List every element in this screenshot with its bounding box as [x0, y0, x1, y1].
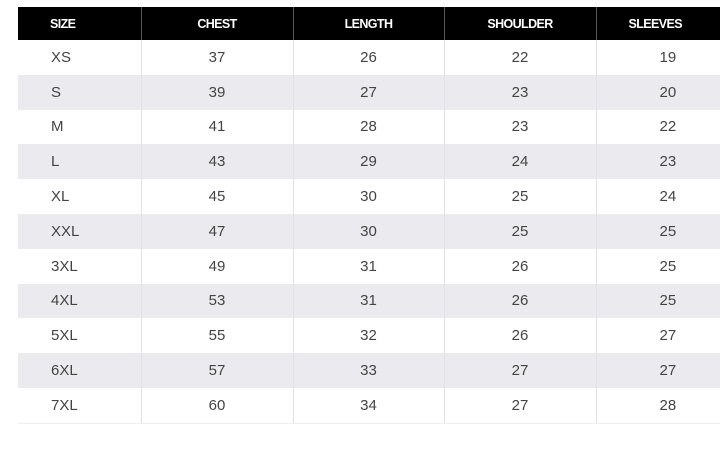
cell-sleeves: 19 [596, 40, 720, 75]
cell-length: 26 [293, 40, 445, 75]
header-row: SIZE CHEST LENGTH SHOULDER SLEEVES [18, 7, 720, 40]
cell-size: M [18, 109, 142, 145]
cell-sleeves: 25 [596, 283, 720, 319]
cell-length: 34 [293, 387, 445, 424]
cell-size: 3XL [18, 248, 142, 284]
cell-sleeves: 27 [596, 318, 720, 354]
cell-chest: 47 [141, 213, 294, 249]
cell-length: 31 [293, 283, 445, 319]
cell-shoulder: 23 [444, 74, 597, 110]
cell-shoulder: 26 [444, 283, 597, 319]
table-row: M 41 28 23 22 [18, 109, 720, 145]
cell-length: 30 [293, 213, 445, 249]
cell-chest: 49 [141, 248, 294, 284]
cell-sleeves: 23 [596, 144, 720, 180]
table-row: S 39 27 23 20 [18, 74, 720, 110]
cell-length: 29 [293, 144, 445, 180]
cell-chest: 53 [141, 283, 294, 319]
cell-shoulder: 25 [444, 213, 597, 249]
table-row: 6XL 57 33 27 27 [18, 353, 720, 388]
cell-size: 7XL [18, 387, 142, 424]
cell-shoulder: 23 [444, 109, 597, 145]
cell-chest: 55 [141, 318, 294, 354]
cell-sleeves: 25 [596, 248, 720, 284]
cell-size: 6XL [18, 353, 142, 388]
cell-size: XXL [18, 213, 142, 249]
cell-shoulder: 24 [444, 144, 597, 180]
table-row: 5XL 55 32 26 27 [18, 318, 720, 354]
cell-shoulder: 22 [444, 40, 597, 75]
header-length: LENGTH [293, 7, 445, 40]
cell-shoulder: 27 [444, 387, 597, 424]
cell-chest: 37 [141, 40, 294, 75]
table-row: XL 45 30 25 24 [18, 179, 720, 214]
cell-chest: 41 [141, 109, 294, 145]
table-row: 3XL 49 31 26 25 [18, 248, 720, 284]
header-size: SIZE [18, 7, 142, 40]
header-chest: CHEST [141, 7, 294, 40]
cell-chest: 43 [141, 144, 294, 180]
cell-size: L [18, 144, 142, 180]
cell-size: S [18, 74, 142, 110]
table-row: XXL 47 30 25 25 [18, 213, 720, 249]
table-row: XS 37 26 22 19 [18, 40, 720, 75]
cell-sleeves: 24 [596, 179, 720, 214]
size-chart-table: SIZE CHEST LENGTH SHOULDER SLEEVES XS 37 2… [18, 7, 720, 424]
cell-sleeves: 25 [596, 213, 720, 249]
cell-chest: 39 [141, 74, 294, 110]
cell-length: 28 [293, 109, 445, 145]
cell-shoulder: 25 [444, 179, 597, 214]
table-row: 7XL 60 34 27 28 [18, 387, 720, 424]
header-shoulder: SHOULDER [444, 7, 597, 40]
cell-length: 33 [293, 353, 445, 388]
cell-size: 5XL [18, 318, 142, 354]
cell-length: 27 [293, 74, 445, 110]
cell-shoulder: 26 [444, 248, 597, 284]
cell-length: 31 [293, 248, 445, 284]
cell-size: 4XL [18, 283, 142, 319]
cell-chest: 45 [141, 179, 294, 214]
cell-shoulder: 26 [444, 318, 597, 354]
cell-size: XS [18, 40, 142, 75]
cell-chest: 57 [141, 353, 294, 388]
cell-sleeves: 28 [596, 387, 720, 424]
cell-shoulder: 27 [444, 353, 597, 388]
header-sleeves: SLEEVES [596, 7, 720, 40]
cell-sleeves: 20 [596, 74, 720, 110]
cell-sleeves: 27 [596, 353, 720, 388]
table-row: 4XL 53 31 26 25 [18, 283, 720, 319]
cell-sleeves: 22 [596, 109, 720, 145]
cell-size: XL [18, 179, 142, 214]
cell-length: 32 [293, 318, 445, 354]
table-row: L 43 29 24 23 [18, 144, 720, 180]
cell-chest: 60 [141, 387, 294, 424]
cell-length: 30 [293, 179, 445, 214]
